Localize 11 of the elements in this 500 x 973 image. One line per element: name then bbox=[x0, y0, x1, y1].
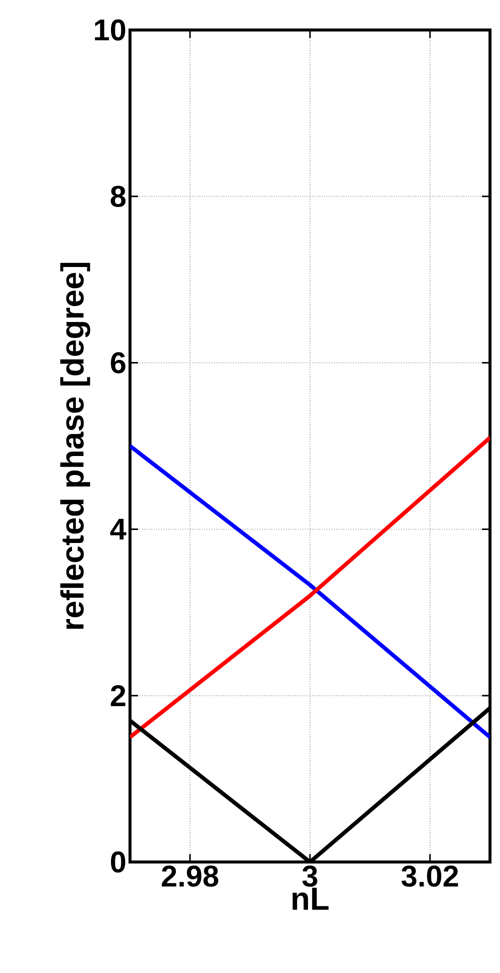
y-axis-title: reflected phase [degree] bbox=[60, 262, 90, 629]
x-tick-label: 3.02 bbox=[401, 866, 458, 887]
y-tick-label: 4 bbox=[110, 518, 126, 540]
y-tick-label: 6 bbox=[110, 352, 126, 374]
y-tick-label: 0 bbox=[110, 851, 126, 873]
x-tick-label: 2.98 bbox=[162, 866, 218, 887]
x-tick-label: 3 bbox=[302, 866, 318, 887]
y-tick-label: 10 bbox=[94, 19, 126, 41]
y-tick-label: 8 bbox=[110, 186, 126, 208]
y-tick-label: 2 bbox=[110, 685, 126, 706]
x-axis-title: nL bbox=[292, 888, 329, 910]
